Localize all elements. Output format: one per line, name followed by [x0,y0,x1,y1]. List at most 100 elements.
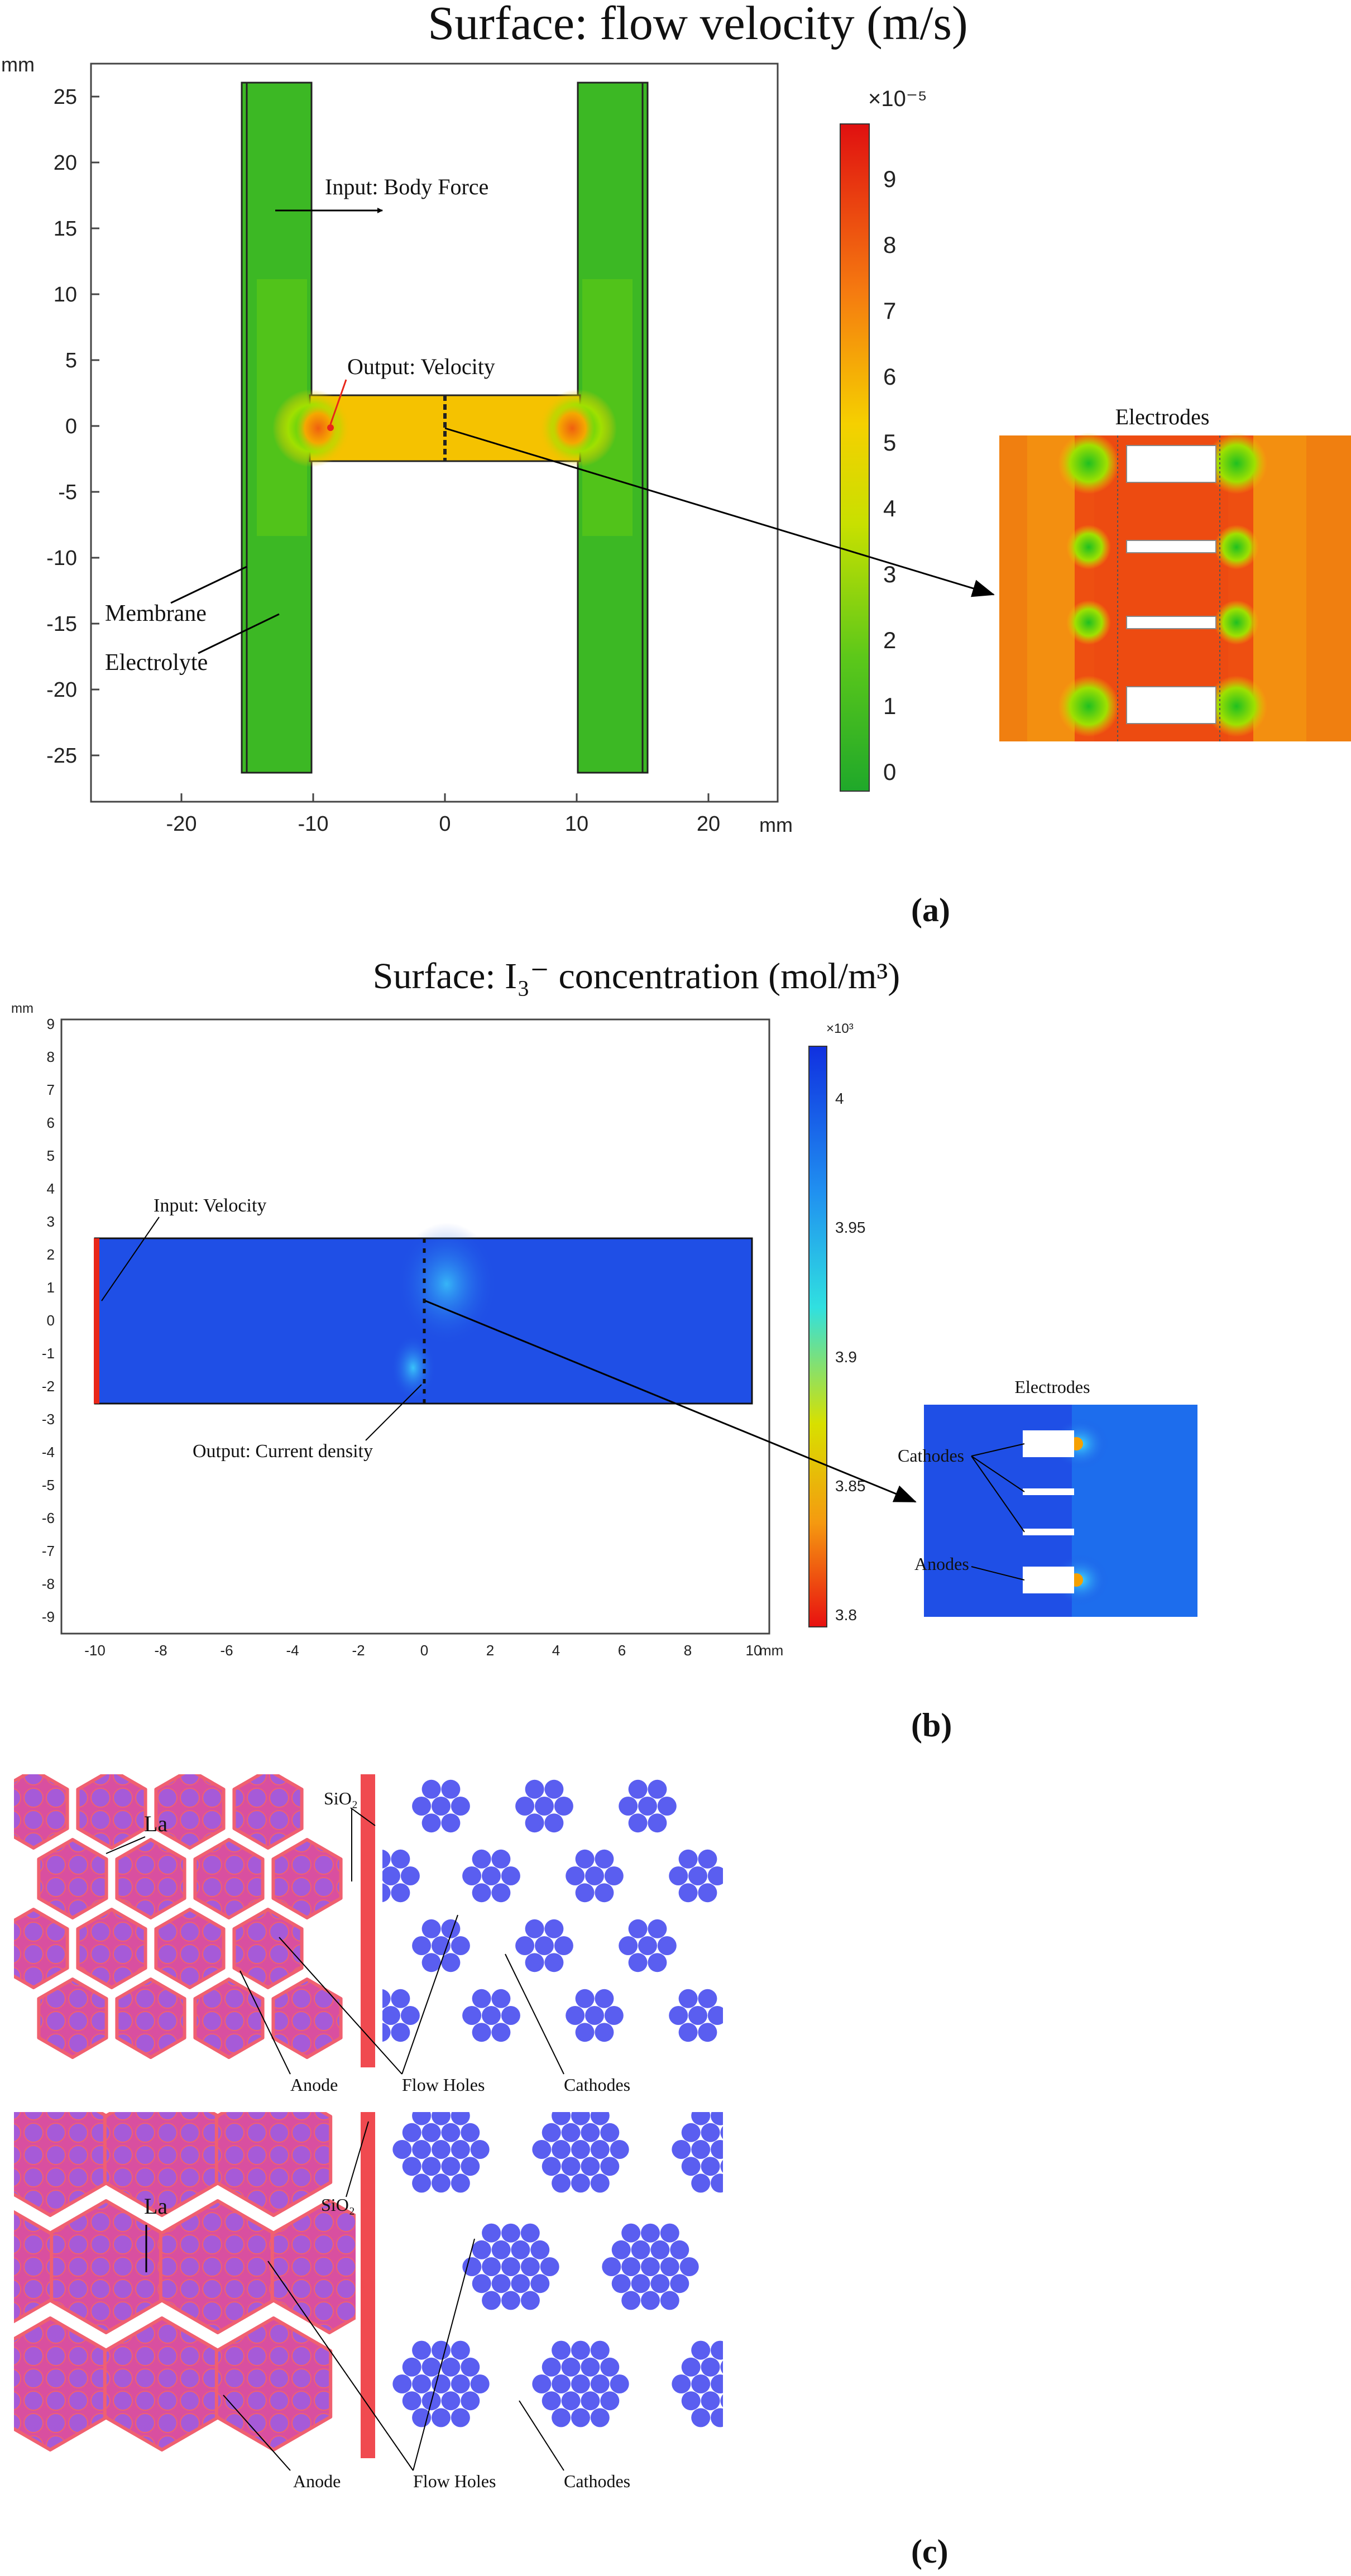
cathode-disk [382,1849,391,1869]
tick-label: -15 [46,612,77,636]
panel-b-label: (b) [911,1707,952,1744]
inset-electrode [1126,686,1216,724]
tick-label: -20 [46,678,77,702]
tick-label: -5 [42,1477,55,1493]
cathode-disk [610,2374,629,2393]
cathode-disk [451,2340,470,2360]
cathode-disk [648,1953,667,1972]
cathode-disk [604,1866,624,1885]
cathode-disk [660,2291,679,2310]
cathode-disk [472,2274,491,2293]
cathode-disk [691,2173,711,2193]
cathode-disk [544,1813,564,1833]
anode-hex-array-top [14,1774,343,2059]
cathode-disk [482,2223,501,2243]
cathode-disk [402,2391,421,2411]
cathode-disk [525,1919,544,1938]
cathode-disk [421,1813,441,1833]
panel-a: Surface: flow velocity (m/s) mm Input: B… [1,0,1351,928]
inset-electrode [1023,1567,1074,1593]
cathode-disk [462,1866,482,1885]
cathode-disk [552,2173,571,2193]
flow-holes-label-bottom: Flow Holes [413,2471,496,2491]
cathode-disk [571,2408,590,2427]
tick-label: 5 [883,429,896,456]
panel-c: La SiO₂ Anode Flow Holes Cathodes La SiO… [14,1774,948,2570]
cathode-disk [711,2140,723,2159]
tick-label: 7 [883,298,896,324]
cathode-disk [660,2223,679,2243]
cathode-disk [730,2106,749,2125]
cathode-disk [535,1797,554,1816]
inset-electrode [1023,1430,1074,1457]
cathode-disk [691,2340,711,2360]
cathode-leader [971,1455,1025,1492]
anode-hex-tile [154,1908,226,1989]
panel-c-top: La SiO₂ Anode Flow Holes Cathodes [14,1774,723,2095]
cathode-disk [631,2240,650,2259]
cathode-disk [657,1936,677,1955]
panel-b-x-ticks: -10 -8 -6 -4 -2 0 2 4 6 8 10 [84,1642,761,1659]
cathode-disk [730,2408,749,2427]
anode-hex-array-bottom [14,2112,356,2451]
cathode-disk [515,1797,535,1816]
tick-label: 0 [439,812,451,836]
anode-hex-tile [214,2316,333,2451]
cathode-disk [575,1849,595,1869]
cathode-disk [544,1779,564,1799]
cathode-disk [461,2357,480,2377]
anode-leader [971,1566,1025,1581]
cathode-disk [441,2157,461,2176]
cathode-disk [678,1883,698,1903]
anode-gradient-glow [391,1334,435,1401]
cathode-disk [382,1866,400,1885]
cathode-disk [525,1953,544,1972]
inset-electrode [1126,445,1216,483]
panel-b-colorbar [808,1046,827,1627]
flow-holes-leader [279,1937,403,2075]
cathode-disk [482,2006,501,2025]
tick-label: 5 [65,349,77,372]
cathode-disk [621,2257,641,2276]
cathode-disk [688,1866,707,1885]
cathode-disk [638,1797,657,1816]
panel-a-y-tick-marks [91,95,99,756]
tick-label: 0 [420,1642,428,1659]
tick-label: 0 [47,1312,55,1329]
tick-label: -6 [42,1510,55,1526]
velocity-probe-point [327,424,334,431]
panel-c-label: (c) [911,2533,948,2570]
cathode-disk [561,2391,581,2411]
cathode-disk [461,2157,480,2176]
membrane-label: Membrane [105,601,207,626]
cathode-disk [441,1953,461,1972]
cathode-disk [382,2023,391,2042]
panel-b-inset-title: Electrodes [1014,1377,1090,1397]
cathode-disk [581,2157,600,2176]
cathode-disk [648,1779,667,1799]
cathode-disk [432,2408,451,2427]
cathode-disk [432,2112,451,2125]
cathode-disk [571,2374,590,2393]
anode-hex-tile [115,1978,186,2059]
cathode-disk [611,2240,631,2259]
cathode-disk [382,1883,391,1903]
panel-a-inset [999,433,1351,741]
cathode-disk [590,2340,610,2360]
cathode-disk [672,2140,691,2159]
cathode-disk [730,2341,749,2360]
cathode-leader [971,1443,1025,1457]
cathode-disk [491,2023,511,2042]
panel-b-axis-unit-y: mm [11,1001,33,1016]
cathode-disk [412,2408,432,2427]
cathode-disk [711,2173,723,2193]
cathode-disk [650,2274,670,2293]
tick-label: 20 [54,151,77,175]
cathode-disk [672,2374,691,2393]
cathode-disk [552,2140,571,2159]
tick-label: 3 [47,1213,55,1230]
cathode-disk [432,1797,451,1816]
tick-label: 20 [697,812,720,836]
cathode-disk [451,2408,470,2427]
cathode-disk [530,2274,550,2293]
